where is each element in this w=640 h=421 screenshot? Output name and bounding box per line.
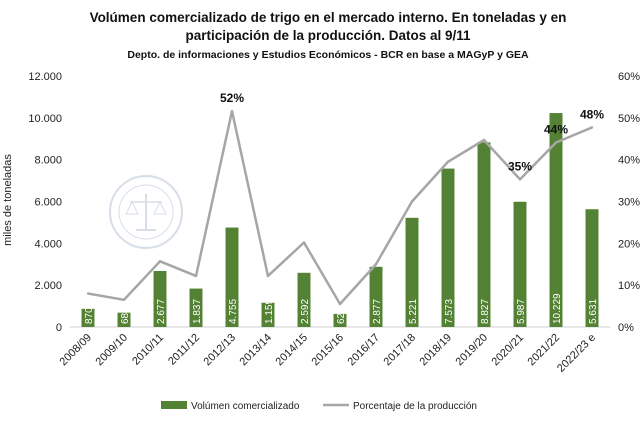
bar xyxy=(441,168,455,327)
y-tick-label: 0 xyxy=(56,322,62,334)
chart-title-line1: Volúmen comercializado de trigo en el me… xyxy=(90,10,567,25)
line-point xyxy=(230,109,234,113)
line-point xyxy=(374,263,378,266)
y-tick-label: 10.000 xyxy=(28,113,62,125)
bar xyxy=(333,313,347,327)
line-point xyxy=(446,160,450,163)
bar-value-label: 5.987 xyxy=(516,299,527,324)
line-point xyxy=(518,178,522,181)
bar xyxy=(297,272,311,327)
y2-tick-label: 60% xyxy=(618,71,640,83)
bar xyxy=(369,266,383,327)
bar xyxy=(189,288,203,327)
y-tick-label: 6.000 xyxy=(34,197,62,209)
y-tick-label: 4.000 xyxy=(34,238,62,250)
bar xyxy=(477,142,491,327)
legend-bar-label: Volúmen comercializado xyxy=(191,401,300,412)
bar-value-label: 4.755 xyxy=(228,299,239,324)
bar-value-label: 627 xyxy=(336,307,347,324)
line-point xyxy=(590,126,594,129)
y-tick-label: 2.000 xyxy=(34,280,62,292)
bar xyxy=(513,201,527,327)
bar xyxy=(405,217,419,327)
bar-value-label: 5.631 xyxy=(588,299,599,324)
bar-value-label: 870 xyxy=(84,307,95,324)
bar-value-label: 10.229 xyxy=(552,293,563,324)
bar-value-label: 2.877 xyxy=(372,299,383,324)
bar-value-label: 1.159 xyxy=(264,299,275,324)
bar-value-label: 684 xyxy=(120,307,131,324)
bar xyxy=(585,209,599,327)
y2-tick-label: 10% xyxy=(618,280,640,292)
y2-tick-label: 20% xyxy=(618,238,640,250)
y2-tick-label: 30% xyxy=(618,197,640,209)
percentage-annotation: 52% xyxy=(220,91,244,105)
bar xyxy=(225,227,239,327)
line-point xyxy=(338,302,342,306)
percentage-annotation: 48% xyxy=(580,107,604,121)
bar xyxy=(549,113,563,327)
percentage-annotation: 44% xyxy=(544,123,568,137)
y-tick-label: 8.000 xyxy=(34,155,62,167)
line-point xyxy=(482,138,486,142)
line-point xyxy=(554,141,558,144)
legend-line-label: Porcentaje de la producción xyxy=(353,401,477,412)
line-point xyxy=(158,260,162,263)
bar xyxy=(153,271,167,327)
line-point xyxy=(86,292,90,295)
line-point xyxy=(302,241,306,244)
bar-value-label: 1.837 xyxy=(192,299,203,324)
bar-value-label: 8.827 xyxy=(480,299,491,324)
percentage-annotation: 35% xyxy=(508,159,532,173)
bar xyxy=(261,302,275,327)
line-point xyxy=(194,274,198,278)
line-point xyxy=(410,200,414,203)
bar-value-label: 7.573 xyxy=(444,299,455,324)
y-tick-label: 12.000 xyxy=(28,71,62,83)
y-axis-label: miles de toneladas xyxy=(2,154,14,246)
y2-tick-label: 40% xyxy=(618,155,640,167)
line-point xyxy=(266,274,270,278)
bcr-seal-watermark xyxy=(109,175,183,249)
legend-bar-swatch xyxy=(161,401,187,409)
bar xyxy=(117,312,131,327)
bar-value-label: 2.592 xyxy=(300,299,311,324)
chart-title-line2: participación de la producción. Datos al… xyxy=(185,28,471,43)
line-point xyxy=(122,298,126,302)
bar-value-label: 5.221 xyxy=(408,299,419,324)
chart-subtitle: Depto. de informaciones y Estudios Econó… xyxy=(127,49,529,61)
bar xyxy=(81,308,95,327)
y2-tick-label: 50% xyxy=(618,113,640,125)
y2-tick-label: 0% xyxy=(618,322,634,334)
bar-value-label: 2.677 xyxy=(156,299,167,324)
